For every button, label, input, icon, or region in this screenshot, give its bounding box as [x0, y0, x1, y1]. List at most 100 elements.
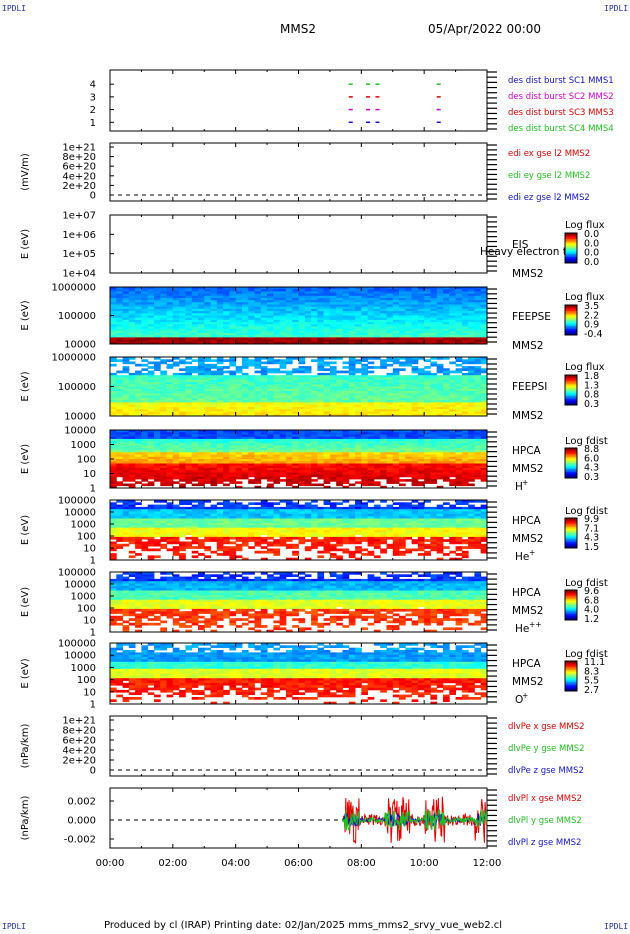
heatmap-cell [367, 447, 375, 451]
heatmap-cell [455, 441, 463, 444]
heatmap-cell [342, 322, 350, 325]
heatmap-cell [122, 370, 130, 374]
y-tick-label: 2 [90, 105, 96, 116]
colorbar-segment [565, 472, 577, 474]
heatmap-cell [248, 454, 255, 458]
heatmap-cell [210, 289, 218, 292]
heatmap-cell [474, 322, 482, 325]
heatmap-cell [191, 476, 199, 480]
heatmap-cell [223, 441, 230, 444]
heatmap-cell [443, 330, 450, 334]
heatmap-cell [392, 315, 400, 319]
heatmap-cell [273, 319, 281, 323]
heatmap-cell [128, 315, 136, 319]
heatmap-cell [355, 502, 362, 505]
heatmap-cell [179, 333, 186, 336]
heatmap-cell [455, 379, 463, 383]
heatmap-cell [279, 317, 287, 321]
heatmap-cell [273, 481, 281, 484]
heatmap-cell [380, 447, 387, 451]
heatmap-cell [179, 452, 186, 455]
heatmap-cell [122, 434, 130, 438]
heatmap-cell [329, 361, 337, 365]
heatmap-cell [128, 456, 136, 460]
heatmap-cell [373, 308, 381, 312]
heatmap-cell [430, 430, 438, 433]
heatmap-cell [204, 465, 211, 469]
heatmap-cell [185, 432, 193, 435]
heatmap-cell [154, 377, 161, 381]
heatmap-cell [298, 430, 306, 433]
heatmap-cell [480, 404, 488, 408]
heatmap-cell [424, 333, 431, 336]
heatmap-cell [317, 391, 325, 394]
heatmap-cell [329, 454, 337, 458]
heatmap-cell [392, 306, 400, 310]
heatmap-cell [128, 509, 136, 512]
heatmap-cell [210, 434, 218, 438]
heatmap-cell [128, 333, 136, 336]
heatmap-cell [474, 467, 482, 471]
heatmap-cell [411, 375, 419, 378]
heatmap-cell [430, 363, 438, 367]
heatmap-cell [198, 502, 205, 505]
heatmap-cell [292, 289, 299, 292]
heatmap-cell [304, 504, 312, 508]
heatmap-cell [128, 476, 136, 480]
heatmap-cell [198, 476, 205, 480]
heatmap-cell [254, 302, 262, 305]
heatmap-cell [317, 465, 325, 469]
heatmap-cell [110, 445, 117, 449]
heatmap-cell [141, 397, 149, 401]
heatmap-cell [292, 479, 299, 482]
heatmap-cell [348, 459, 356, 462]
heatmap-cell [480, 402, 488, 406]
heatmap-cell [392, 467, 400, 471]
heatmap-cell [135, 438, 142, 442]
heatmap-cell [367, 506, 375, 510]
heatmap-cell [455, 404, 463, 408]
heatmap-cell [386, 341, 394, 345]
heatmap-cell [198, 289, 205, 292]
heatmap-cell [223, 287, 230, 290]
heatmap-cell [436, 366, 444, 369]
heatmap-cell [474, 409, 482, 412]
heatmap-cell [229, 413, 237, 417]
heatmap-cell [267, 386, 274, 390]
heatmap-cell [191, 379, 199, 383]
heatmap-cell [116, 315, 123, 319]
heatmap-cell [373, 443, 381, 446]
heatmap-cell [210, 452, 218, 455]
heatmap-cell [179, 341, 186, 345]
heatmap-cell [361, 370, 368, 374]
heatmap-cell [329, 298, 337, 301]
heatmap-cell [480, 382, 488, 385]
heatmap-cell [260, 397, 268, 401]
heatmap-cell [468, 409, 475, 412]
heatmap-cell [254, 436, 262, 440]
heatmap-cell [229, 386, 237, 390]
heatmap-cell [128, 313, 136, 316]
heatmap-cell [317, 341, 325, 345]
heatmap-cell [191, 287, 199, 290]
heatmap-cell [273, 293, 281, 297]
heatmap-cell [430, 293, 438, 297]
heatmap-cell [198, 308, 205, 312]
heatmap-cell [399, 322, 406, 325]
heatmap-cell [235, 379, 243, 383]
heatmap-cell [342, 465, 350, 469]
heatmap-cell [411, 298, 419, 301]
heatmap-cell [449, 397, 456, 401]
heatmap-cell [455, 377, 463, 381]
heatmap-cell [336, 483, 343, 487]
heatmap-cell [172, 411, 180, 415]
heatmap-cell [417, 322, 425, 325]
heatmap-cell [430, 476, 438, 480]
heatmap-cell [229, 308, 237, 312]
heatmap-cell [128, 335, 136, 338]
heatmap-cell [235, 298, 243, 301]
heatmap-cell [223, 317, 230, 321]
heatmap-cell [260, 395, 268, 399]
corner-label-top-left: IPDLI [2, 4, 27, 13]
heatmap-cell [172, 506, 180, 510]
